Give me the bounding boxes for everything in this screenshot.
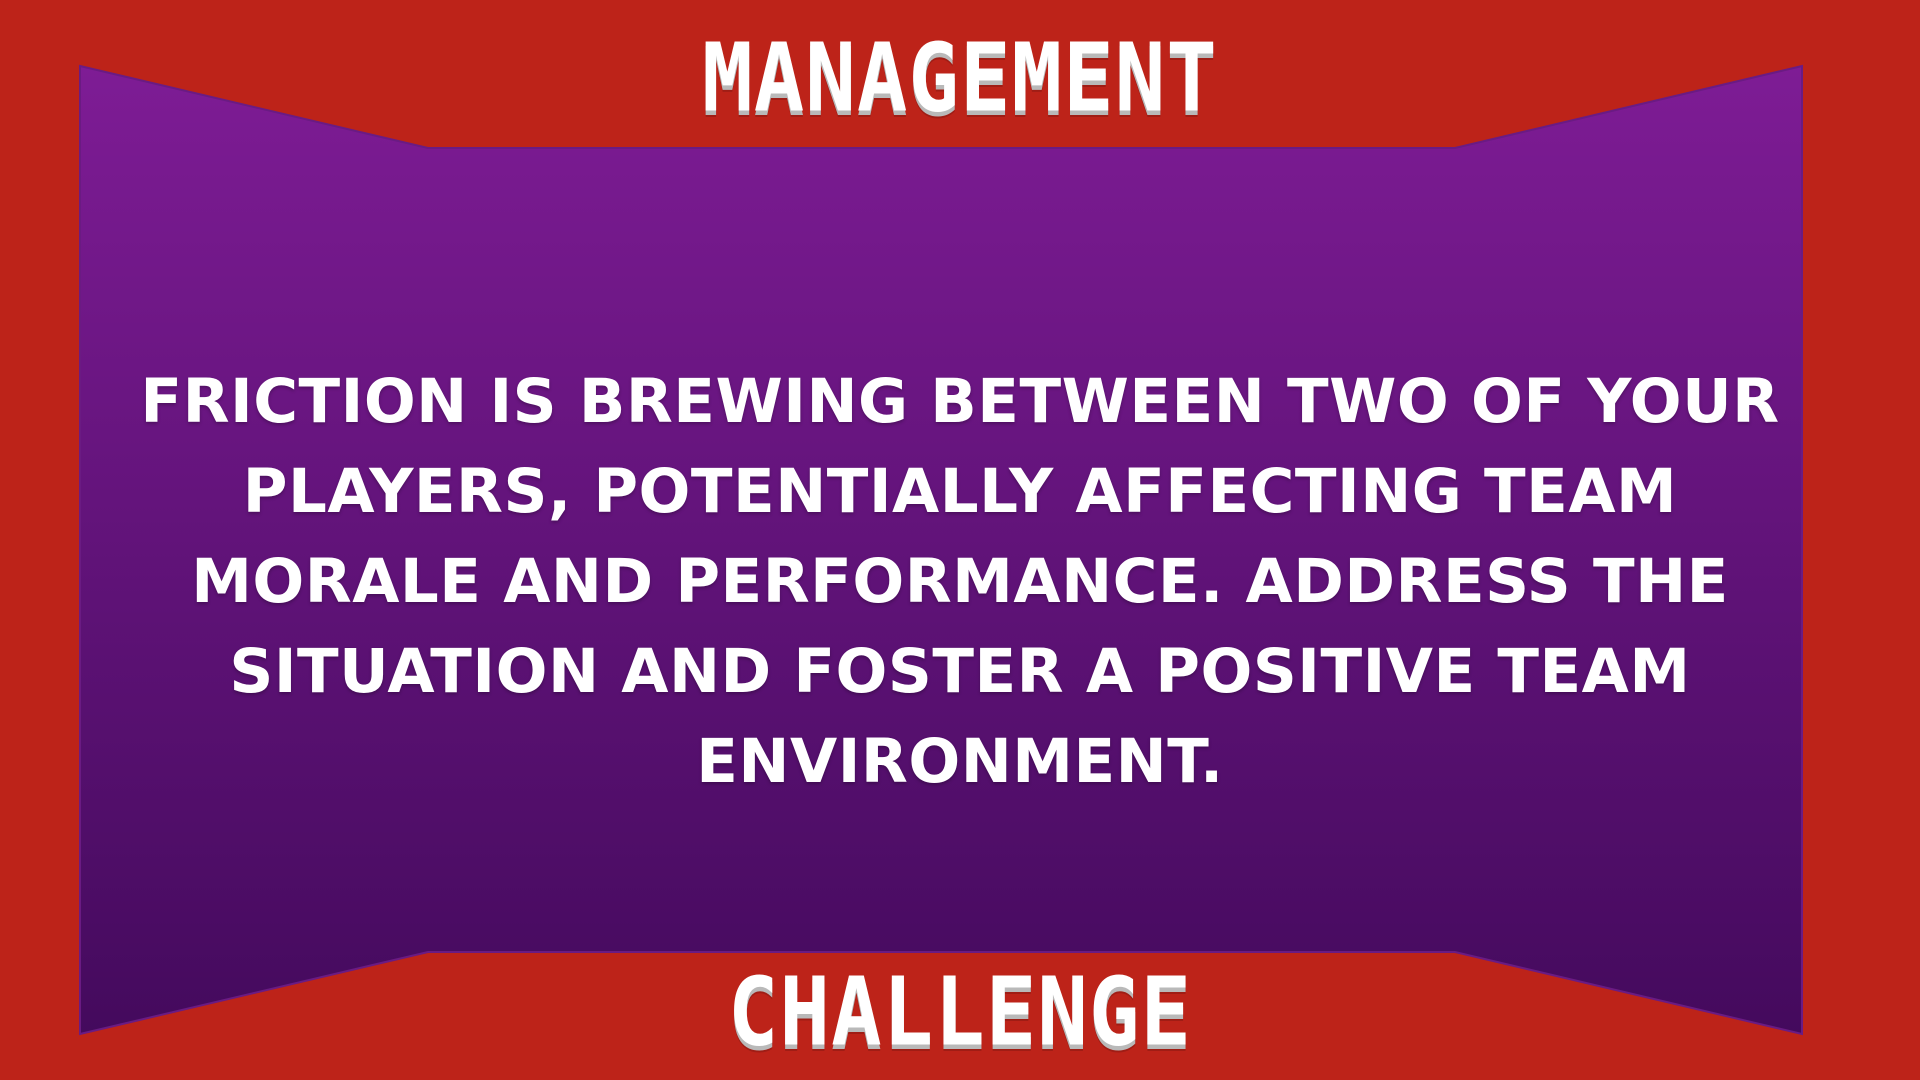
header-title: MANAGEMENT [702,23,1218,133]
panel-shape [79,64,1803,1036]
challenge-description: FRICTION IS BREWING BETWEEN TWO OF YOUR … [140,366,1780,797]
footer-title: CHALLENGE [727,957,1193,1067]
